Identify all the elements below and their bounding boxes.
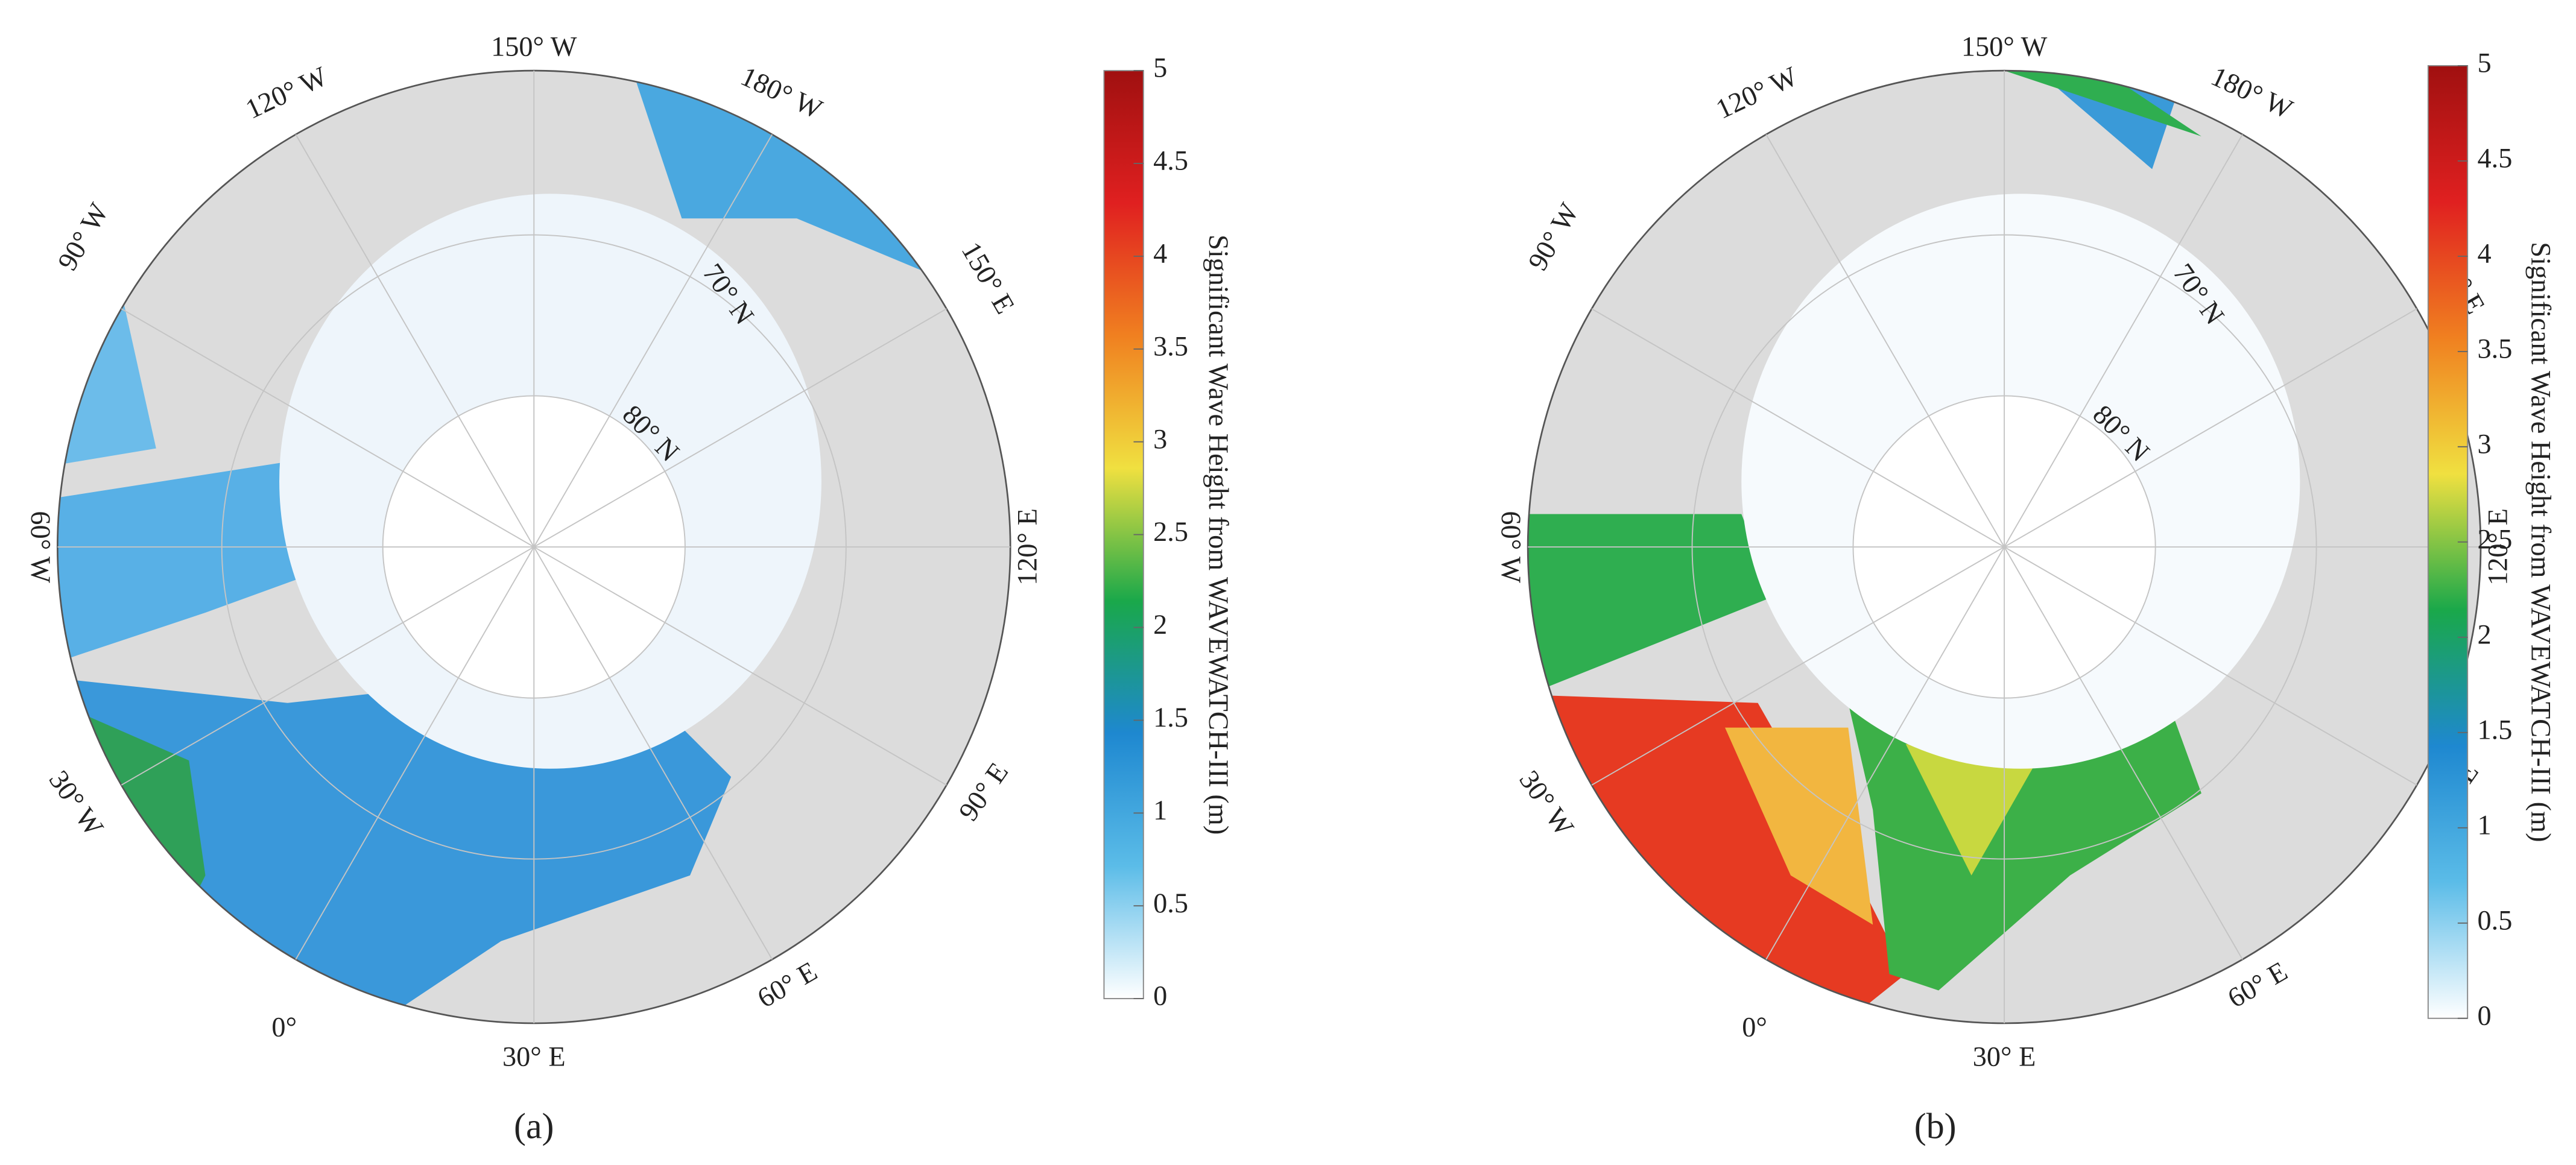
lon-label: 90° W: [1522, 198, 1585, 276]
lon-label: 60° W: [25, 511, 55, 583]
colorbar-tick-label: 4.5: [2478, 144, 2513, 174]
colorbar-tick-label: 5: [2478, 48, 2492, 79]
panel-label: (a): [514, 1107, 554, 1146]
colorbar-tick-label: 3: [2478, 429, 2492, 460]
lon-label: 60° W: [1495, 511, 1526, 583]
colorbar-tick-label: 1.5: [1153, 702, 1188, 733]
colorbar-tick-label: 4: [1153, 239, 1167, 270]
colorbar-tick-label: 3.5: [2478, 334, 2513, 365]
lon-label: 30° W: [1513, 765, 1580, 842]
colorbar-tick-label: 5: [1153, 53, 1167, 84]
lon-label: 120° W: [241, 61, 332, 125]
lon-label: 150° W: [1961, 31, 2048, 62]
sea: [1528, 514, 1774, 695]
colorbar-tick-label: 0: [1153, 981, 1167, 1012]
lon-label: 90° E: [953, 757, 1014, 827]
meridian: [1591, 308, 2417, 786]
sea: [1725, 727, 1873, 925]
lon-label: 120° W: [1712, 61, 1803, 125]
lon-label: 150° W: [491, 31, 577, 62]
lon-label: 120° E: [2483, 508, 2513, 586]
lon-label: 90° W: [52, 198, 115, 276]
lon-label: 120° E: [1012, 508, 1043, 586]
colorbar-tick-label: 0.5: [1153, 888, 1188, 919]
colorbar-tick-label: 2.5: [2478, 524, 2513, 555]
graticule: [57, 71, 1011, 1023]
lon-label: 150° E: [955, 237, 1021, 319]
colorbar-tick-label: 0.5: [2478, 905, 2513, 936]
lon-label: 0°: [1742, 1012, 1767, 1043]
lon-label: 30° E: [502, 1041, 566, 1072]
sea: [2004, 71, 2201, 137]
colorbar-tick-label: 4: [2478, 239, 2492, 270]
colorbar-title: Significant Wave Height from WAVEWATCH-I…: [2525, 242, 2556, 842]
colorbar-tick-label: 4.5: [1153, 146, 1188, 177]
panel-label: (b): [1914, 1107, 1957, 1146]
colorbar-tick-label: 3.5: [1153, 331, 1188, 362]
graticule: [1528, 71, 2481, 1023]
colorbar-tick-label: 1.5: [2478, 715, 2513, 745]
lon-label: 0°: [271, 1012, 297, 1043]
lon-label: 180° W: [2206, 61, 2297, 125]
colorbar-tick-label: 3: [1153, 424, 1167, 455]
colorbar-tick-label: 0: [2478, 1000, 2492, 1031]
colorbar-title: Significant Wave Height from WAVEWATCH-I…: [1203, 235, 1233, 835]
meridian: [121, 308, 947, 786]
colorbar-tick-label: 1: [2478, 810, 2492, 841]
colorbar-tick-label: 2: [2478, 619, 2492, 650]
lon-label: 30° E: [1973, 1041, 2036, 1072]
lon-label: 180° W: [736, 61, 827, 125]
sea: [2037, 71, 2185, 169]
colorbar-tick-label: 1: [1153, 795, 1167, 826]
lon-label: 30° W: [43, 765, 109, 842]
colorbar-tick-label: 2.5: [1153, 517, 1188, 548]
colorbar-tick-label: 2: [1153, 610, 1167, 640]
